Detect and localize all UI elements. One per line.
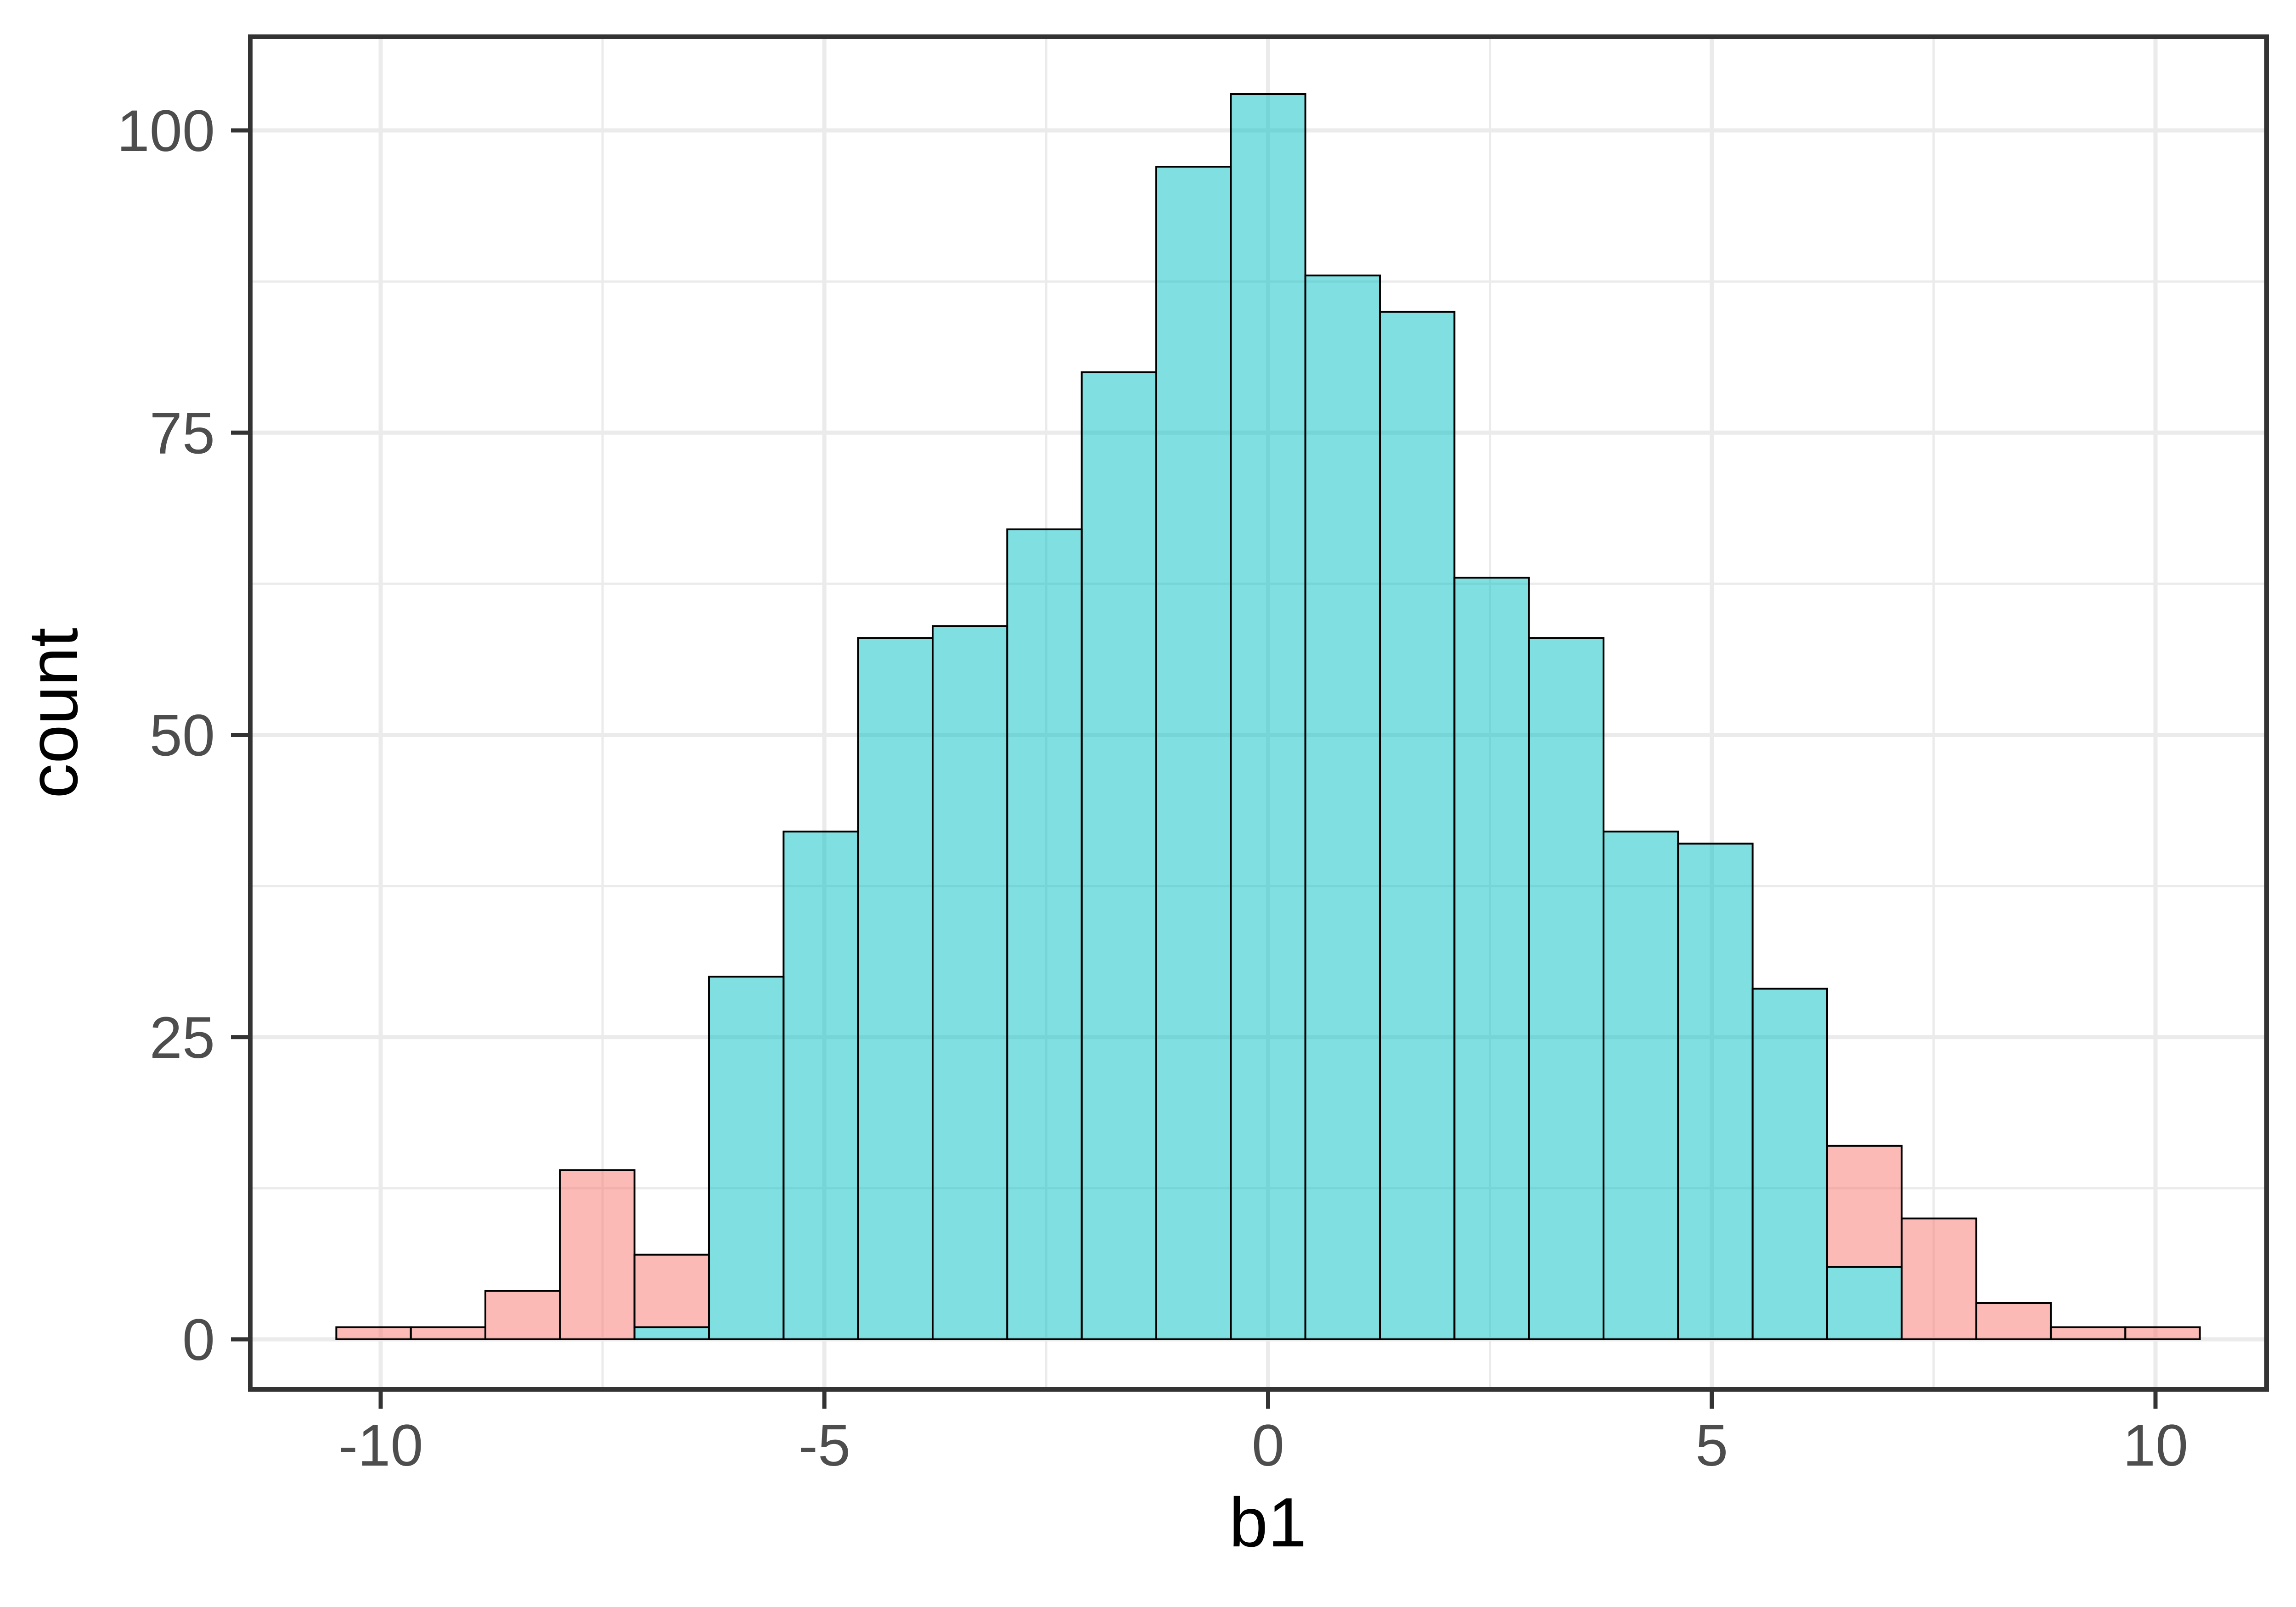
x-axis-title: b1 xyxy=(1229,1483,1306,1562)
x-tick-label: -10 xyxy=(338,1413,423,1478)
x-tick-label: 0 xyxy=(1252,1413,1284,1478)
axis-tick-marks xyxy=(231,128,2158,1409)
teal-bar xyxy=(932,625,1008,1340)
teal-bar xyxy=(1080,371,1158,1340)
pink-bar xyxy=(2124,1326,2201,1340)
teal-bar xyxy=(1602,831,1679,1340)
x-tick-label: -5 xyxy=(798,1413,850,1478)
teal-bar xyxy=(1826,1266,1903,1341)
x-tick-label: 10 xyxy=(2123,1413,2188,1478)
y-tick-label: 50 xyxy=(150,703,215,769)
pink-bar xyxy=(633,1253,710,1328)
panel-border xyxy=(248,34,2269,1392)
teal-bar xyxy=(633,1326,710,1340)
teal-bar xyxy=(1751,988,1828,1340)
teal-bar xyxy=(857,637,934,1340)
y-axis-title: count xyxy=(14,628,92,798)
x-tick-label: 5 xyxy=(1695,1413,1728,1478)
teal-bar xyxy=(1304,274,1381,1341)
y-tick-label: 0 xyxy=(182,1307,215,1373)
y-tick-label: 25 xyxy=(150,1005,215,1071)
teal-bar xyxy=(1006,528,1083,1340)
pink-bar xyxy=(484,1290,561,1340)
teal-bar xyxy=(1453,577,1530,1340)
teal-bar xyxy=(708,976,785,1341)
axis-tick-labels: 0 25 50 75 100 -10 -5 0 5 10 xyxy=(117,98,2188,1478)
pink-bar xyxy=(1901,1217,1977,1340)
teal-bar xyxy=(782,831,859,1340)
pink-bar xyxy=(1826,1145,1903,1268)
pink-bar xyxy=(410,1326,487,1340)
y-tick-label: 75 xyxy=(150,400,215,466)
pink-bar xyxy=(1975,1302,2052,1341)
teal-bar xyxy=(1528,637,1604,1340)
teal-bar xyxy=(1677,843,1754,1340)
teal-bar xyxy=(1230,93,1306,1340)
y-tick-label: 100 xyxy=(117,98,215,164)
histogram-bars xyxy=(335,93,2201,1341)
teal-bar xyxy=(1155,165,1232,1340)
pink-bar xyxy=(335,1326,412,1340)
teal-bar xyxy=(1379,310,1456,1341)
pink-bar xyxy=(2049,1326,2127,1340)
pink-bar xyxy=(559,1169,636,1340)
